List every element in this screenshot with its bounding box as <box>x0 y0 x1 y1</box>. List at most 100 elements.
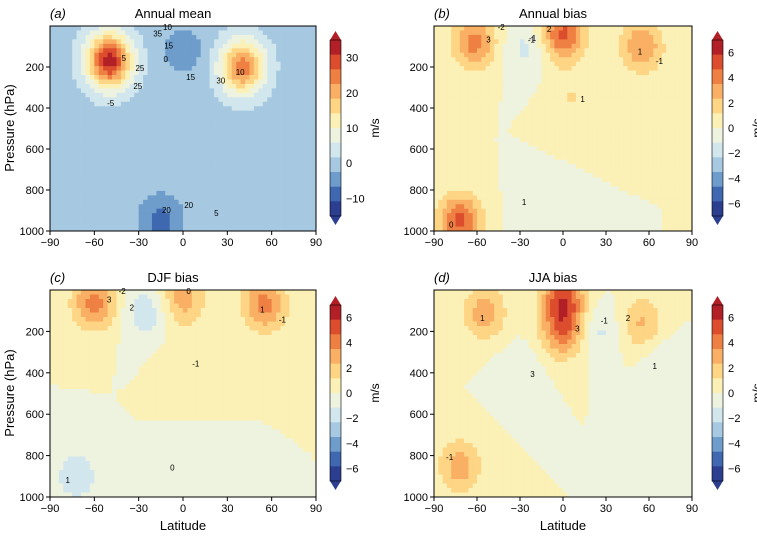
heatmap-cell <box>200 43 206 49</box>
heatmap-cell <box>178 119 184 125</box>
heatmap-cell <box>627 132 633 138</box>
heatmap-cell <box>63 213 69 219</box>
heatmap-cell <box>515 159 521 165</box>
heatmap-cell <box>165 88 171 94</box>
heatmap-cell <box>143 222 148 227</box>
heatmap-cell <box>174 195 179 201</box>
heatmap-cell <box>58 226 64 231</box>
heatmap-cell <box>515 52 521 58</box>
heatmap-cell <box>200 190 206 196</box>
heatmap-cell <box>205 159 210 165</box>
heatmap-cell <box>558 92 564 98</box>
heatmap-cell <box>240 222 246 227</box>
heatmap-cell <box>588 70 594 76</box>
heatmap-cell <box>94 52 100 58</box>
heatmap-cell <box>511 128 517 134</box>
heatmap-cell <box>276 61 281 67</box>
heatmap-cell <box>200 141 206 147</box>
heatmap-cell <box>156 150 162 156</box>
heatmap-cell <box>191 168 197 174</box>
heatmap-cell <box>459 137 465 143</box>
heatmap-cell <box>451 150 456 156</box>
heatmap-cell <box>262 137 268 143</box>
heatmap-cell <box>284 150 290 156</box>
heatmap-cell <box>222 124 228 129</box>
heatmap-cell <box>563 43 568 49</box>
colorbar-segment <box>330 186 341 202</box>
heatmap-cell <box>262 52 268 58</box>
heatmap-cell <box>528 128 534 134</box>
heatmap-cell <box>494 70 499 76</box>
heatmap-cell <box>165 208 171 214</box>
heatmap-cell <box>129 137 135 143</box>
heatmap-cell <box>267 164 273 170</box>
heatmap-cell <box>618 204 624 210</box>
heatmap-cell <box>143 155 148 161</box>
heatmap-cell <box>571 168 577 174</box>
heatmap-cell <box>191 128 197 134</box>
heatmap-cell <box>183 119 188 125</box>
heatmap-cell <box>222 226 228 231</box>
heatmap-cell <box>293 110 299 116</box>
heatmap-cell <box>580 222 585 227</box>
heatmap-cell <box>610 48 615 54</box>
heatmap-cell <box>138 186 144 192</box>
heatmap-cell <box>129 173 135 178</box>
heatmap-cell <box>187 204 193 210</box>
heatmap-cell <box>58 141 64 147</box>
heatmap-cell <box>302 92 308 98</box>
heatmap-cell <box>50 195 55 201</box>
heatmap-cell <box>442 186 448 192</box>
heatmap-cell <box>459 226 465 231</box>
heatmap-cell <box>442 222 448 227</box>
heatmap-cell <box>98 48 104 54</box>
heatmap-cell <box>575 146 581 152</box>
heatmap-cell <box>276 137 281 143</box>
heatmap-cell <box>558 101 564 107</box>
heatmap-cell <box>236 66 242 71</box>
heatmap-cell <box>147 124 153 129</box>
heatmap-cell <box>520 52 525 58</box>
heatmap-cell <box>545 150 551 156</box>
heatmap-cell <box>284 208 290 214</box>
heatmap-cell <box>597 222 603 227</box>
heatmap-cell <box>143 106 148 112</box>
heatmap-cell <box>472 75 478 80</box>
heatmap-cell <box>438 190 443 196</box>
heatmap-cell <box>618 115 624 120</box>
heatmap-cell <box>593 92 598 98</box>
heatmap-cell <box>76 217 82 223</box>
heatmap-cell <box>580 177 585 183</box>
heatmap-cell <box>511 34 517 40</box>
heatmap-cell <box>494 39 499 45</box>
heatmap-cell <box>253 132 259 138</box>
heatmap-cell <box>554 204 560 210</box>
heatmap-cell <box>178 173 184 178</box>
heatmap-cell <box>481 66 486 71</box>
heatmap-cell <box>627 173 633 178</box>
heatmap-cell <box>554 159 560 165</box>
heatmap-cell <box>627 48 633 54</box>
heatmap-cell <box>81 48 86 54</box>
heatmap-cell <box>253 110 259 116</box>
heatmap-cell <box>597 186 603 192</box>
heatmap-cell <box>240 204 246 210</box>
heatmap-cell <box>446 61 452 67</box>
heatmap-cell <box>271 204 277 210</box>
heatmap-cell <box>218 110 224 116</box>
heatmap-cell <box>511 195 517 201</box>
heatmap-cell <box>76 39 82 45</box>
heatmap-cell <box>200 164 206 170</box>
heatmap-cell <box>245 164 250 170</box>
heatmap-cell <box>438 106 443 112</box>
heatmap-cell <box>134 79 140 85</box>
heatmap-cell <box>584 186 590 192</box>
heatmap-cell <box>571 190 577 196</box>
heatmap-cell <box>541 128 547 134</box>
heatmap-cell <box>455 30 461 36</box>
heatmap-cell <box>54 43 60 49</box>
heatmap-cell <box>623 61 628 67</box>
heatmap-cell <box>253 61 259 67</box>
heatmap-cell <box>307 195 312 201</box>
heatmap-cell <box>498 124 504 129</box>
